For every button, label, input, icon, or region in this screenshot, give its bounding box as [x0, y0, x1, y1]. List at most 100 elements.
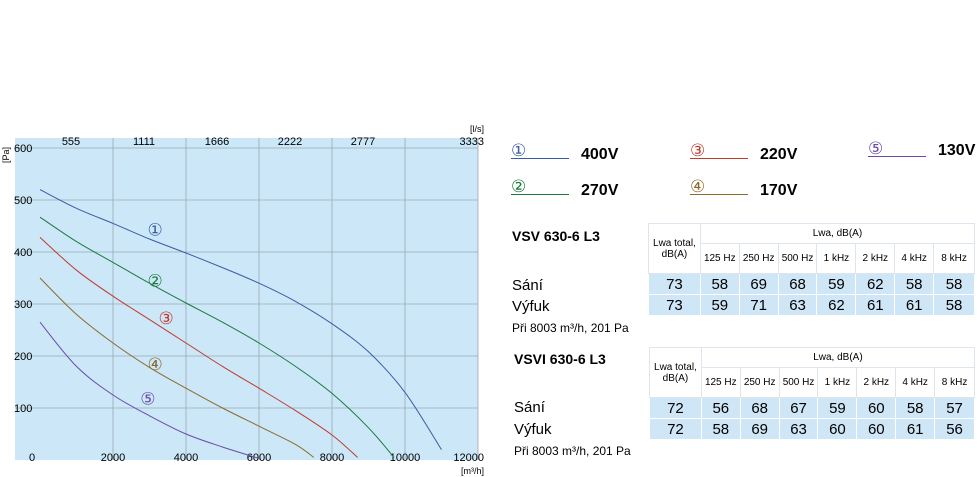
legend-num-5: ⑤: [868, 139, 884, 158]
band-header: 4 kHz: [895, 367, 936, 398]
table-cell: 67: [778, 397, 819, 419]
plot-background: [15, 138, 478, 460]
legend-label-3: 220V: [760, 146, 798, 163]
legend-line-4: [690, 194, 748, 195]
conditions-note-2: Při 8003 m³/h, 201 Pa: [514, 444, 631, 458]
row-label-sani-2: Sání: [514, 399, 545, 416]
table-cell: 69: [739, 418, 780, 440]
curve-label-2: ②: [148, 272, 163, 292]
table-cell: 68: [739, 397, 780, 419]
lwa-total-header: Lwa total, dB(A): [648, 223, 701, 274]
legend-label-5: 130V: [938, 142, 976, 159]
band-header: 250 Hz: [738, 243, 779, 274]
table-cell: 62: [816, 294, 857, 316]
legend-item-400v: ① 400V: [511, 142, 621, 163]
table-cell: 56: [934, 418, 975, 440]
legend-item-270v: ② 270V: [511, 177, 621, 199]
band-header: 8 kHz: [934, 367, 975, 398]
band-header: 8 kHz: [933, 243, 975, 274]
legend-label-1: 400V: [581, 146, 619, 163]
table-cell: 58: [699, 273, 740, 295]
band-header: 500 Hz: [777, 243, 818, 274]
row-label-sani-1: Sání: [512, 277, 543, 294]
band-header: 2 kHz: [855, 243, 896, 274]
legend-line-1: [511, 158, 569, 159]
y-tick-label: 600: [14, 143, 32, 155]
legend-line-2: [511, 194, 569, 195]
table-cell: 61: [895, 418, 936, 440]
table-cell: 58: [933, 294, 975, 316]
x-tick-label: 4000: [174, 452, 198, 464]
model-title-2: VSVI 630-6 L3: [514, 351, 606, 367]
table-cell: 57: [934, 397, 975, 419]
series-line-2: [39, 216, 395, 458]
series-line-4: [39, 277, 315, 458]
table-cell: 58: [895, 397, 936, 419]
y-tick-label: 400: [14, 247, 32, 259]
table-cell: 59: [699, 294, 740, 316]
y-tick-label: 200: [14, 351, 32, 363]
table-cell: 60: [856, 418, 897, 440]
legend-num-3: ③: [690, 141, 706, 160]
table-row: 72 58 69 63 60 60 61 56: [649, 418, 975, 440]
table-row: 73 58 69 68 59 62 58 58: [648, 273, 975, 295]
y-axis-label: [Pa]: [1, 147, 11, 163]
y-tick-label: 300: [14, 299, 32, 311]
table-cell: 59: [817, 397, 858, 419]
table-cell: 61: [855, 294, 896, 316]
band-header: 125 Hz: [700, 367, 741, 398]
legend-num-2: ②: [511, 177, 527, 196]
y-tick-label: 500: [14, 195, 32, 207]
x-tick-label: 10000: [390, 452, 421, 464]
table-cell: 69: [738, 273, 779, 295]
table-row: 72 56 68 67 59 60 58 57: [649, 397, 975, 419]
series-line-3: [39, 237, 358, 458]
table-cell: 58: [933, 273, 975, 295]
lwa-total-header: Lwa total, dB(A): [649, 347, 702, 398]
band-header: 1 kHz: [816, 243, 857, 274]
x2-tick-label: 2777: [351, 136, 375, 148]
curve-label-3: ③: [158, 309, 173, 329]
table-cell: 59: [816, 273, 857, 295]
table-row: 73 59 71 63 62 61 61 58: [648, 294, 975, 316]
legend-item-130v: ⑤ 130V: [868, 140, 977, 160]
row-label-vyfuk-2: Výfuk: [514, 421, 552, 438]
band-header: 250 Hz: [739, 367, 780, 398]
table-cell: 71: [738, 294, 779, 316]
x-tick-label: 12000: [453, 452, 484, 464]
legend-line-5: [868, 156, 926, 157]
x2-tick-label: 555: [62, 136, 80, 148]
legend-item-220v: ③ 220V: [690, 141, 800, 163]
legend-item-170v: ④ 170V: [690, 177, 800, 199]
x-axis-label: [m³/h]: [461, 466, 484, 476]
sound-table-1: Lwa total, dB(A) Lwa, dB(A) 125 Hz 250 H…: [648, 223, 976, 316]
x2-axis-label: [l/s]: [470, 124, 484, 134]
model-title-1: VSV 630-6 L3: [512, 228, 600, 244]
lwa-band-header: Lwa, dB(A): [700, 347, 976, 368]
table-cell: 60: [817, 418, 858, 440]
band-header: 1 kHz: [817, 367, 858, 398]
legend-num-4: ④: [690, 177, 706, 196]
x2-tick-label: 1111: [133, 136, 155, 148]
x2-tick-label: 1666: [205, 136, 229, 148]
legend-line-3: [690, 158, 748, 159]
table-cell: 63: [778, 418, 819, 440]
x2-tick-label: 2222: [278, 136, 302, 148]
band-header: 500 Hz: [778, 367, 819, 398]
x-tick-label: 0: [29, 452, 35, 464]
lwa-band-header: Lwa, dB(A): [699, 223, 976, 244]
x2-tick-label: 3333: [460, 136, 484, 148]
table-cell: 72: [649, 397, 702, 419]
band-header: 4 kHz: [894, 243, 935, 274]
table-cell: 63: [777, 294, 818, 316]
table-cell: 62: [855, 273, 896, 295]
conditions-note-1: Při 8003 m³/h, 201 Pa: [512, 321, 629, 335]
table-cell: 56: [700, 397, 741, 419]
table-cell: 73: [648, 273, 701, 295]
band-header: 2 kHz: [856, 367, 897, 398]
legend-label-4: 170V: [760, 182, 798, 199]
curve-label-1: ①: [148, 221, 163, 241]
table-cell: 60: [856, 397, 897, 419]
row-label-vyfuk-1: Výfuk: [512, 298, 550, 315]
y-tick-label: 100: [14, 403, 32, 415]
